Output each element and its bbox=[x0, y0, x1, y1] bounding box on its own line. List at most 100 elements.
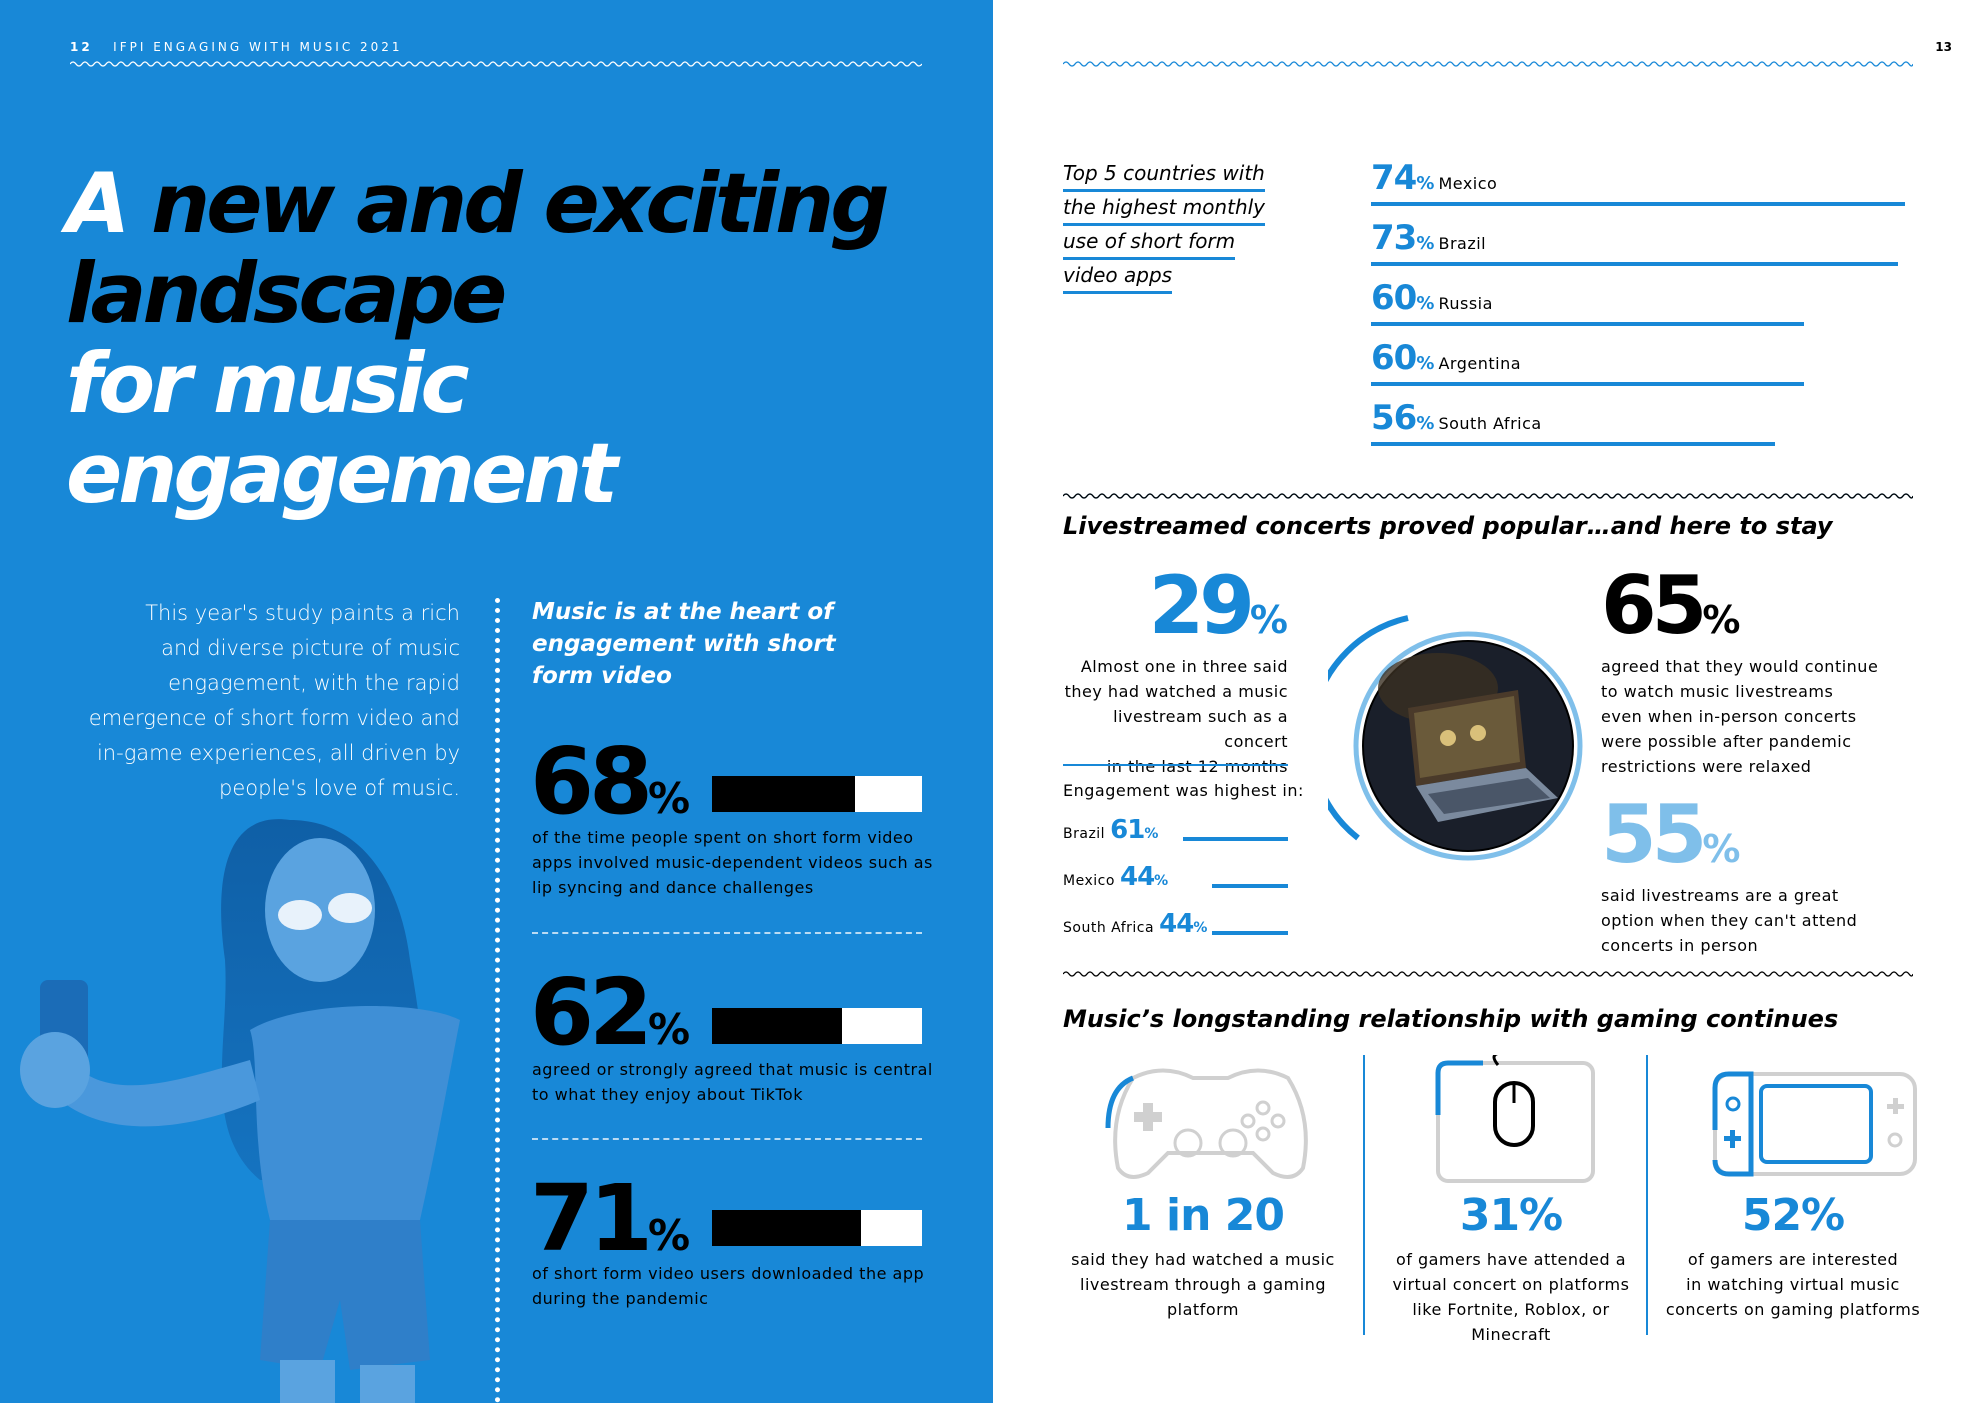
wave-divider bbox=[1063, 493, 1913, 499]
unit: % bbox=[1416, 173, 1434, 194]
stat-71-description: of short form video users downloaded the… bbox=[532, 1261, 924, 1311]
gaming-stat-3-description: of gamers are interested in watching vir… bbox=[1658, 1247, 1928, 1322]
laptop-concert-photo bbox=[1328, 615, 1583, 861]
stat-71-value: 71% bbox=[530, 1173, 690, 1265]
continue-65-description: agreed that they would continue to watch… bbox=[1601, 654, 1878, 779]
mouse-icon bbox=[1435, 1055, 1595, 1183]
stat-line: of the time people spent on short form v… bbox=[532, 828, 914, 847]
stat-line: they had watched a music bbox=[1064, 682, 1288, 701]
headline-line-4: engagement bbox=[66, 425, 618, 522]
stat-line: option when they can't attend bbox=[1601, 911, 1858, 930]
engagement-label: Engagement was highest in: bbox=[1063, 781, 1304, 800]
stat-71-bar bbox=[712, 1210, 922, 1246]
option-stat-block: 55% said livestreams are a great option … bbox=[1601, 795, 1857, 958]
intro-line: in-game experiences, all driven by bbox=[96, 741, 460, 765]
stat-line: apps involved music-dependent videos suc… bbox=[532, 853, 933, 872]
stat-unit: % bbox=[648, 1005, 691, 1054]
stat-line: platform bbox=[1167, 1300, 1239, 1319]
value: 61% bbox=[1110, 815, 1158, 845]
engagement-row: South Africa 44% bbox=[1063, 909, 1288, 939]
value: 73 bbox=[1371, 218, 1417, 258]
section-title-line: Music is at the heart of bbox=[532, 599, 834, 625]
top5-value: 73% bbox=[1371, 218, 1434, 258]
stat-71-bar-fill bbox=[712, 1210, 862, 1246]
unit: % bbox=[1702, 598, 1741, 642]
engagement-bar bbox=[1183, 837, 1288, 841]
unit: % bbox=[1144, 826, 1158, 842]
value: 44% bbox=[1120, 862, 1168, 892]
top5-value: 56% bbox=[1371, 398, 1434, 438]
stat-line: lip syncing and dance challenges bbox=[532, 878, 814, 897]
livestream-title: Livestreamed concerts proved popular…and… bbox=[1063, 512, 1833, 540]
stat-divider bbox=[532, 1138, 922, 1140]
top5-title-line: the highest monthly bbox=[1063, 192, 1266, 226]
stat-line: concerts in person bbox=[1601, 936, 1759, 955]
headline-new-exciting: new and exciting bbox=[151, 155, 889, 252]
top5-bar-list: 74% Mexico 73% Brazil 60% Russia 60% Arg… bbox=[1371, 158, 1916, 488]
stat-68-description: of the time people spent on short form v… bbox=[532, 825, 933, 900]
top5-title: Top 5 countries with the highest monthly… bbox=[1063, 158, 1266, 294]
stat-line: said they had watched a music bbox=[1071, 1250, 1335, 1269]
value: 60 bbox=[1371, 338, 1417, 378]
stat-value: 71 bbox=[530, 1165, 653, 1272]
livestream-29-description: Almost one in three said they had watche… bbox=[1063, 654, 1288, 779]
option-55-value: 55% bbox=[1601, 795, 1857, 875]
gaming-title: Music’s longstanding relationship with g… bbox=[1063, 1005, 1839, 1033]
top5-row: 56% South Africa bbox=[1371, 398, 1542, 438]
stat-62-bar-fill bbox=[712, 1008, 843, 1044]
top5-country: Brazil bbox=[1438, 234, 1487, 253]
top5-row: 73% Brazil bbox=[1371, 218, 1486, 258]
top5-country: Mexico bbox=[1438, 174, 1498, 193]
stat-line: of gamers are interested bbox=[1687, 1250, 1899, 1269]
page-number: 13 bbox=[1935, 40, 1952, 54]
stat-line: in the last 12 months bbox=[1106, 757, 1288, 776]
headline-line-1: A new and exciting bbox=[66, 155, 890, 252]
option-55-description: said livestreams are a great option when… bbox=[1601, 883, 1857, 958]
page-header: 12 IFPI ENGAGING WITH MUSIC 2021 bbox=[70, 40, 403, 54]
stat-unit: % bbox=[648, 1211, 691, 1260]
unit: % bbox=[1154, 873, 1168, 889]
top5-value: 60% bbox=[1371, 278, 1434, 318]
stat-line: in watching virtual music bbox=[1686, 1275, 1900, 1294]
wave-divider bbox=[1063, 61, 1913, 67]
gaming-stat-1-value: 1 in 20 bbox=[1122, 1190, 1285, 1241]
divider bbox=[1063, 764, 1288, 766]
value: 29 bbox=[1148, 559, 1255, 652]
intro-line: engagement, with the rapid bbox=[168, 671, 460, 695]
stat-line: of gamers have attended a bbox=[1395, 1250, 1627, 1269]
gaming-stat-2-description: of gamers have attended a virtual concer… bbox=[1371, 1247, 1651, 1347]
stat-line: agreed that they would continue bbox=[1601, 657, 1879, 676]
stat-divider bbox=[532, 932, 922, 934]
stat-line: livestream such as a concert bbox=[1113, 707, 1288, 751]
intro-paragraph: This year's study paints a rich and dive… bbox=[40, 596, 460, 806]
left-page: 12 IFPI ENGAGING WITH MUSIC 2021 A new a… bbox=[0, 0, 993, 1403]
continue-65-value: 65% bbox=[1601, 566, 1878, 646]
headline-a: A bbox=[66, 155, 130, 252]
top5-title-line: use of short form bbox=[1063, 226, 1236, 260]
wave-divider bbox=[70, 61, 922, 67]
section-title-line: form video bbox=[532, 663, 672, 689]
value-number: 61 bbox=[1110, 815, 1145, 845]
unit: % bbox=[1416, 353, 1434, 374]
engagement-bar bbox=[1212, 884, 1288, 888]
engagement-bar bbox=[1212, 931, 1288, 935]
top5-bar bbox=[1371, 382, 1804, 386]
intro-line: This year's study paints a rich bbox=[145, 601, 460, 625]
value: 55 bbox=[1601, 788, 1707, 881]
engagement-row: Brazil 61% bbox=[1063, 815, 1288, 845]
stat-line: during the pandemic bbox=[532, 1289, 709, 1308]
stat-62-value: 62% bbox=[530, 967, 690, 1059]
top5-country: South Africa bbox=[1438, 414, 1542, 433]
top5-country: Russia bbox=[1438, 294, 1493, 313]
dotted-divider bbox=[495, 598, 500, 1403]
handheld-console-icon bbox=[1712, 1071, 1917, 1177]
stat-line: agreed or strongly agreed that music is … bbox=[532, 1060, 933, 1079]
top5-bar bbox=[1371, 202, 1905, 206]
intro-line: emergence of short form video and bbox=[88, 706, 460, 730]
stat-68-bar bbox=[712, 776, 922, 812]
stat-line: said livestreams are a great bbox=[1601, 886, 1839, 905]
value: 60 bbox=[1371, 278, 1417, 318]
wave-divider bbox=[1063, 971, 1913, 977]
stat-line: like Fortnite, Roblox, or bbox=[1412, 1300, 1610, 1319]
stat-line: livestream through a gaming bbox=[1080, 1275, 1326, 1294]
